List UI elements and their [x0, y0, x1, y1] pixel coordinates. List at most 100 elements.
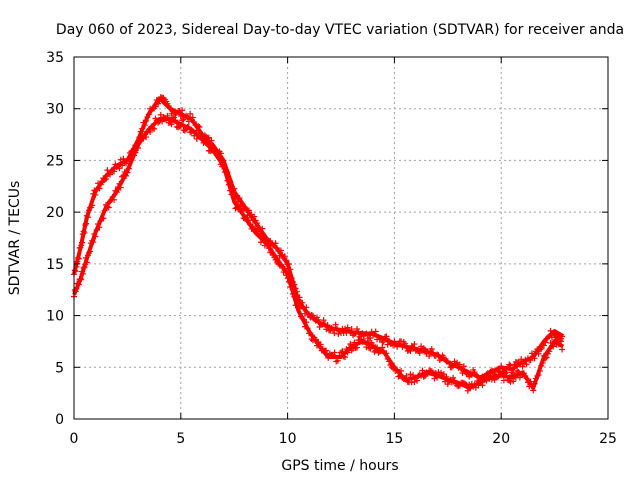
data-point	[97, 181, 104, 188]
data-point	[283, 272, 290, 279]
data-point	[201, 135, 208, 142]
data-point	[131, 152, 138, 159]
data-point	[152, 103, 159, 110]
data-point	[220, 160, 227, 167]
data-point	[125, 165, 132, 172]
data-point	[105, 170, 112, 177]
data-point	[340, 353, 347, 360]
data-point	[303, 319, 310, 326]
data-point	[527, 378, 534, 385]
data-point	[281, 253, 288, 260]
data-point	[199, 132, 206, 139]
data-point	[430, 349, 437, 356]
data-point	[191, 119, 198, 126]
data-point	[193, 135, 200, 142]
data-point	[315, 316, 322, 323]
data-point	[394, 343, 401, 350]
data-point	[181, 127, 188, 134]
data-point	[101, 176, 108, 183]
data-point	[272, 240, 279, 247]
data-point	[304, 310, 311, 317]
data-point	[195, 123, 202, 130]
data-point	[224, 177, 231, 184]
data-point	[346, 344, 353, 351]
data-point	[296, 305, 303, 312]
data-point	[117, 156, 124, 163]
data-point	[231, 194, 238, 201]
data-point	[177, 123, 184, 130]
data-point	[312, 317, 319, 324]
data-point	[92, 191, 99, 198]
y-tick-label: 30	[46, 102, 64, 118]
data-point	[410, 372, 417, 379]
data-point	[296, 294, 303, 301]
data-point	[451, 377, 458, 384]
data-point	[188, 128, 195, 135]
data-point	[399, 343, 406, 350]
data-point	[550, 343, 557, 350]
y-tick-label: 20	[46, 205, 64, 221]
data-point	[332, 321, 339, 328]
data-point	[507, 362, 514, 369]
data-point	[104, 203, 111, 210]
x-tick-label: 15	[385, 431, 403, 447]
data-point	[348, 326, 355, 333]
data-point	[116, 165, 123, 172]
data-point	[90, 239, 97, 246]
data-point	[331, 349, 338, 356]
data-point	[463, 370, 470, 377]
data-point	[151, 125, 158, 132]
data-point	[304, 325, 311, 332]
data-point	[559, 346, 566, 353]
data-point	[192, 122, 199, 129]
data-point	[175, 124, 182, 131]
data-point	[432, 370, 439, 377]
data-point	[442, 357, 449, 364]
data-point	[163, 117, 170, 124]
data-point	[96, 185, 103, 192]
data-point	[156, 97, 163, 104]
data-point	[547, 327, 554, 334]
data-point	[434, 351, 441, 358]
data-point	[516, 374, 523, 381]
data-point	[536, 367, 543, 374]
data-point	[103, 176, 110, 183]
data-point	[338, 349, 344, 356]
data-point	[400, 376, 407, 383]
data-point	[431, 375, 438, 382]
data-point	[428, 346, 435, 353]
data-point	[127, 157, 134, 164]
data-point	[410, 344, 417, 351]
data-point	[83, 259, 90, 266]
data-point	[546, 348, 553, 355]
chart-title: Day 060 of 2023, Sidereal Day-to-day VTE…	[56, 22, 624, 38]
data-point	[111, 168, 118, 175]
data-point	[556, 337, 563, 344]
data-point	[383, 350, 390, 357]
data-point	[325, 354, 332, 361]
data-point	[143, 117, 150, 124]
data-point	[520, 360, 527, 367]
data-point	[347, 340, 354, 347]
data-point	[111, 196, 118, 203]
data-point	[538, 345, 545, 352]
data-point	[320, 317, 327, 324]
data-point	[95, 180, 102, 187]
data-point	[307, 330, 314, 337]
data-point	[216, 153, 223, 160]
data-point	[398, 338, 405, 345]
data-point	[388, 363, 395, 370]
data-point	[277, 261, 284, 268]
data-point	[334, 357, 341, 364]
data-point	[145, 111, 152, 118]
y-tick-label: 10	[46, 309, 64, 325]
data-point	[237, 203, 244, 210]
data-point	[540, 342, 547, 349]
data-point	[419, 367, 426, 374]
data-point	[135, 144, 142, 151]
data-point	[321, 320, 328, 327]
data-point	[243, 206, 250, 213]
data-point	[515, 369, 522, 376]
data-point	[411, 378, 418, 385]
